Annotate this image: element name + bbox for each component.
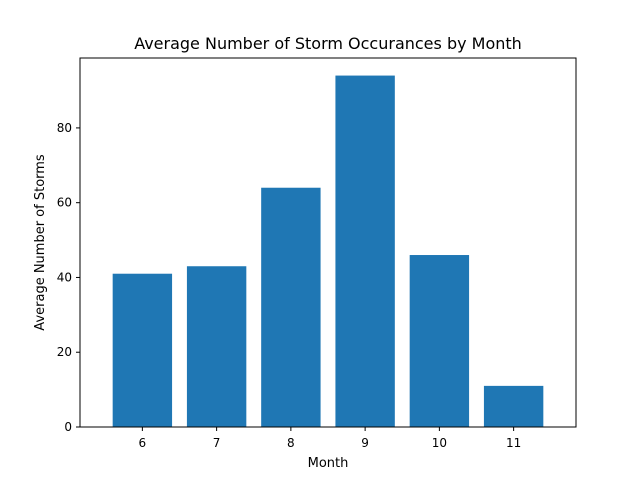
bar-6 xyxy=(112,273,173,427)
x-tick-label: 10 xyxy=(432,436,447,450)
x-axis: 6 7 8 9 10 11 xyxy=(139,427,521,450)
y-tick-label: 0 xyxy=(64,420,72,434)
y-tick-label: 40 xyxy=(57,270,72,284)
y-axis-label: Average Number of Storms xyxy=(33,154,48,331)
bar-9 xyxy=(335,75,395,428)
bar-10 xyxy=(409,255,470,427)
bar-11 xyxy=(483,385,544,427)
bar-8 xyxy=(261,187,321,427)
chart-title: Average Number of Storm Occurances by Mo… xyxy=(134,34,522,53)
x-tick-label: 8 xyxy=(287,436,295,450)
y-tick-label: 80 xyxy=(57,121,72,135)
y-tick-label: 60 xyxy=(57,196,72,210)
bars-group xyxy=(112,75,544,428)
x-tick-label: 11 xyxy=(506,436,521,450)
x-tick-label: 6 xyxy=(139,436,147,450)
y-tick-label: 20 xyxy=(57,345,72,359)
bar-7 xyxy=(186,266,247,427)
x-axis-label: Month xyxy=(308,456,349,471)
x-tick-label: 9 xyxy=(361,436,369,450)
x-tick-label: 7 xyxy=(213,436,221,450)
plot-frame xyxy=(79,57,577,428)
y-axis: 0 20 40 60 80 xyxy=(57,121,80,434)
